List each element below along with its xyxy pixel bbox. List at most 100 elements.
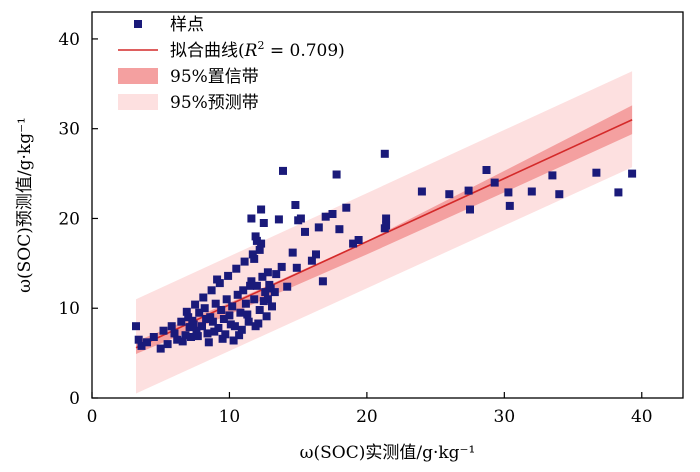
data-point — [592, 168, 601, 177]
data-point — [291, 201, 300, 209]
y-tick-label: 20 — [58, 209, 80, 229]
data-point — [207, 286, 216, 295]
data-point — [229, 336, 238, 345]
data-point — [233, 290, 242, 299]
y-tick-label: 0 — [69, 389, 80, 409]
legend-symbol-prediction-band — [118, 94, 158, 110]
data-point — [296, 214, 305, 223]
data-point — [274, 215, 283, 224]
data-point — [247, 277, 256, 286]
data-point — [240, 257, 249, 266]
data-point — [257, 205, 266, 214]
data-point — [224, 271, 233, 280]
data-point — [244, 317, 253, 326]
data-point — [132, 322, 140, 331]
data-point — [214, 324, 223, 332]
data-point — [167, 322, 176, 331]
data-point — [628, 169, 637, 178]
fit-label-r: R — [244, 41, 258, 61]
data-point — [265, 280, 274, 289]
data-point — [263, 295, 272, 304]
plot-frame — [91, 11, 684, 399]
x-tick-label: 20 — [356, 407, 378, 427]
data-point — [354, 236, 363, 244]
data-point — [555, 190, 564, 199]
data-point — [237, 325, 246, 334]
data-point — [527, 187, 536, 196]
data-point — [301, 227, 309, 236]
data-point — [188, 316, 197, 325]
data-point — [243, 310, 252, 319]
data-point — [159, 326, 168, 335]
x-tick-label: 40 — [631, 407, 653, 427]
data-point — [307, 256, 316, 265]
legend-symbol-points — [134, 20, 142, 28]
data-point — [382, 214, 391, 223]
data-point — [225, 311, 234, 320]
data-point — [198, 322, 206, 331]
data-point — [230, 322, 239, 331]
data-point — [173, 335, 182, 344]
data-point — [263, 268, 272, 277]
data-point — [221, 330, 230, 339]
data-point — [318, 277, 327, 286]
data-point — [258, 272, 267, 281]
data-point — [314, 223, 323, 232]
data-point — [195, 308, 204, 317]
data-point — [255, 245, 264, 254]
data-point — [614, 188, 623, 197]
data-point — [288, 248, 297, 257]
y-axis-title: ω(SOC)预测值/g·kg⁻¹ — [15, 117, 35, 293]
fit-label-suffix: = 0.709) — [264, 41, 344, 61]
x-tick-label: 0 — [87, 407, 98, 427]
data-point — [349, 239, 358, 248]
data-point — [466, 205, 474, 214]
confidence-band — [136, 105, 633, 355]
data-point — [143, 338, 151, 347]
points-layer — [132, 149, 637, 353]
data-point — [505, 201, 514, 210]
data-point — [380, 224, 389, 233]
legend-label-fit-line: 拟合曲线(R2 = 0.709) — [170, 39, 345, 61]
data-point — [279, 166, 287, 175]
y-tick-label: 10 — [58, 299, 80, 319]
data-point — [248, 250, 257, 259]
data-point — [203, 329, 212, 338]
x-axis: 0 10 20 30 40 — [87, 392, 653, 427]
data-point — [202, 315, 211, 323]
data-point — [219, 315, 228, 323]
data-point — [218, 334, 227, 343]
data-point — [312, 250, 320, 259]
data-point — [185, 323, 194, 332]
data-point — [259, 219, 268, 227]
data-point — [250, 254, 259, 263]
data-point — [252, 236, 261, 245]
data-point — [321, 212, 330, 221]
data-point — [255, 306, 264, 314]
data-point — [149, 333, 158, 341]
data-point — [251, 232, 260, 241]
legend: 样点 拟合曲线(R2 = 0.709) 95%置信带 95%预测带 — [118, 15, 345, 113]
data-point — [156, 344, 165, 353]
data-point — [204, 338, 213, 347]
data-point — [380, 149, 389, 158]
data-point — [239, 286, 248, 295]
data-point — [134, 335, 143, 344]
data-point — [193, 332, 202, 341]
data-point — [417, 187, 426, 196]
data-point — [247, 214, 256, 223]
data-point — [236, 308, 245, 317]
legend-label-points: 样点 — [170, 15, 204, 35]
data-point — [246, 281, 255, 290]
data-point — [464, 186, 473, 195]
data-point — [232, 264, 241, 273]
data-point — [208, 317, 217, 326]
data-point — [328, 210, 337, 218]
data-point — [192, 326, 201, 335]
x-axis-title: ω(SOC)实测值/g·kg⁻¹ — [300, 443, 476, 463]
data-point — [259, 297, 268, 306]
data-point — [206, 313, 215, 322]
data-point — [335, 225, 344, 234]
data-point — [210, 327, 219, 336]
